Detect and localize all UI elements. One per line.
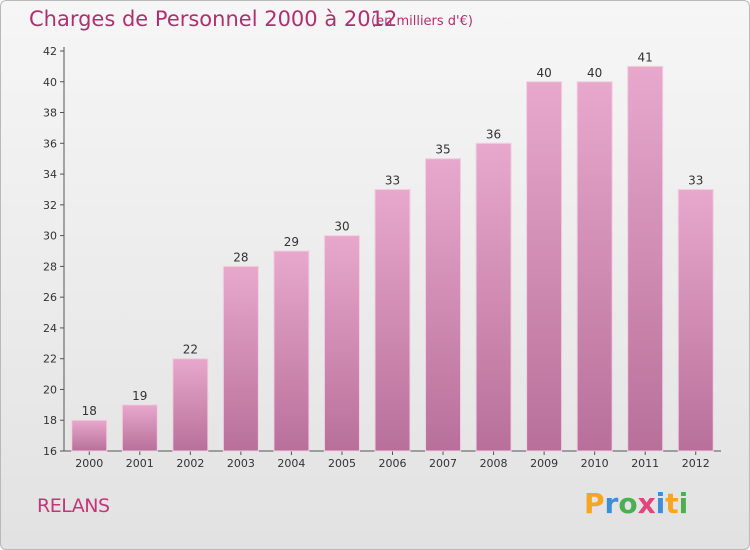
value-label: 19 (132, 389, 147, 403)
value-label: 40 (536, 66, 551, 80)
x-tick-label: 2001 (126, 457, 154, 470)
bar-2010 (576, 81, 613, 452)
logo-letter: i (655, 487, 666, 520)
value-label: 29 (284, 235, 299, 249)
x-tick-label: 2005 (328, 457, 356, 470)
x-tick-label: 2009 (530, 457, 558, 470)
x-tick-label: 2011 (631, 457, 659, 470)
x-tick-label: 2010 (581, 457, 609, 470)
y-tick-label: 32 (43, 199, 57, 212)
logo-letter: t (665, 487, 679, 520)
bar-2011 (627, 65, 664, 452)
y-tick-label: 24 (43, 322, 57, 335)
bar-2008 (475, 142, 512, 452)
x-tick-label: 2002 (176, 457, 204, 470)
logo-letter: i (678, 487, 689, 520)
bar-2001 (121, 404, 158, 452)
value-label: 33 (688, 173, 703, 187)
y-tick-label: 36 (43, 137, 57, 150)
value-label: 40 (587, 66, 602, 80)
logo-letter: x (637, 487, 656, 520)
x-tick-label: 2007 (429, 457, 457, 470)
x-tick-label: 2008 (480, 457, 508, 470)
chart-title: Charges de Personnel 2000 à 2012 (29, 7, 398, 31)
proxiti-logo: Proxiti (584, 487, 688, 520)
bar-2006 (374, 188, 411, 452)
value-label: 28 (233, 250, 248, 264)
y-tick-label: 38 (43, 107, 57, 120)
bar-2009 (526, 81, 563, 452)
y-tick-label: 34 (43, 168, 57, 181)
bar-2007 (425, 158, 462, 452)
y-tick-label: 28 (43, 260, 57, 273)
bar-2004 (273, 250, 310, 452)
x-tick-label: 2000 (75, 457, 103, 470)
y-tick-label: 40 (43, 76, 57, 89)
y-tick-label: 16 (43, 445, 57, 458)
x-tick-label: 2012 (682, 457, 710, 470)
bar-2012 (677, 188, 714, 452)
value-label: 22 (183, 343, 198, 357)
value-label: 18 (82, 404, 97, 418)
commune-name: RELANS (37, 495, 110, 517)
y-tick-label: 26 (43, 291, 57, 304)
logo-letter: o (618, 487, 638, 520)
value-label: 41 (638, 50, 653, 64)
x-tick-label: 2006 (379, 457, 407, 470)
x-tick-label: 2003 (227, 457, 255, 470)
logo-letter: r (604, 487, 619, 520)
bar-2000 (71, 419, 108, 452)
logo-letter: P (584, 487, 605, 520)
value-label: 30 (334, 220, 349, 234)
chart-subtitle: (en milliers d'€) (371, 14, 473, 29)
value-label: 36 (486, 127, 501, 141)
x-tick-label: 2004 (277, 457, 305, 470)
y-tick-label: 30 (43, 230, 57, 243)
value-label: 33 (385, 173, 400, 187)
y-tick-label: 18 (43, 414, 57, 427)
y-tick-label: 42 (43, 45, 57, 58)
bar-2003 (222, 265, 259, 452)
bar-2005 (323, 235, 360, 452)
y-tick-label: 22 (43, 353, 57, 366)
value-label: 35 (435, 143, 450, 157)
bar-2002 (172, 358, 209, 452)
y-tick-label: 20 (43, 383, 57, 396)
